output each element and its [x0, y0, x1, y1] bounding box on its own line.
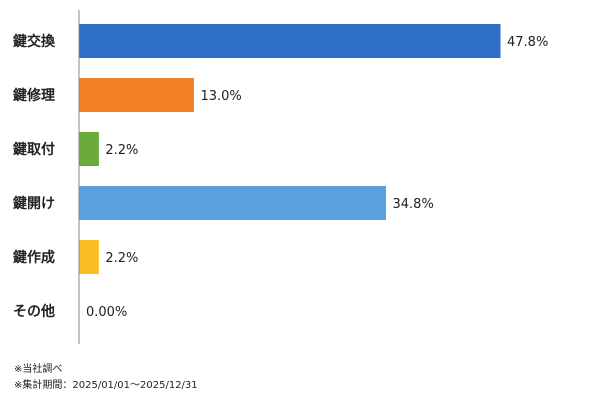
bar	[79, 24, 501, 58]
category-label: その他	[13, 303, 55, 320]
category-label: 鍵修理	[13, 87, 55, 104]
bar	[79, 78, 194, 112]
data-label: 0.00%	[86, 305, 127, 320]
category-label: 鍵作成	[13, 249, 55, 266]
period-note: ※集計期間：2025/01/01～2025/12/31	[14, 380, 198, 391]
category-label: 鍵開け	[13, 195, 55, 212]
category-label: 鍵交換	[13, 33, 56, 50]
bar	[79, 240, 99, 274]
bar	[79, 132, 99, 166]
data-label: 47.8%	[507, 35, 548, 50]
data-label: 34.8%	[393, 197, 434, 212]
source-note: ※当社調べ	[14, 364, 63, 375]
bar	[79, 186, 387, 220]
data-label: 2.2%	[105, 251, 138, 266]
category-label: 鍵取付	[13, 141, 55, 158]
data-label: 2.2%	[105, 143, 138, 158]
data-label: 13.0%	[200, 89, 241, 104]
